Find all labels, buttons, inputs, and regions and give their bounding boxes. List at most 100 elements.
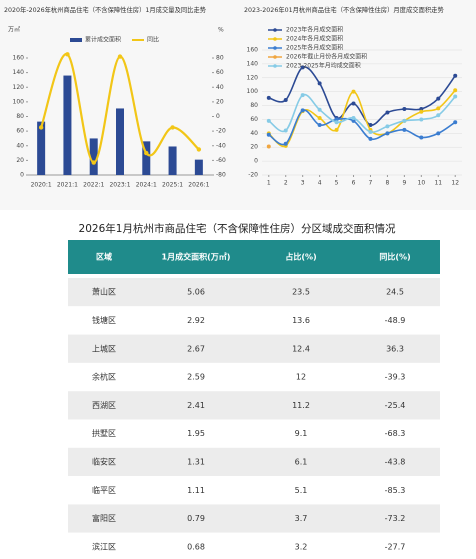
table-cell: 萧山区 — [92, 287, 116, 297]
table-cell: -48.9 — [385, 316, 406, 325]
legend-marker — [273, 64, 277, 68]
bar — [194, 159, 203, 175]
table-cell: 临安区 — [92, 456, 116, 466]
table-cell: 11.2 — [292, 401, 310, 410]
x-tick-label: 9 — [402, 180, 406, 187]
table-cell: 23.5 — [292, 288, 310, 297]
table-cell: 12 — [296, 373, 306, 382]
chart-title: 2020年-2026年杭州商品住宅（不含保障性住房）1月成交量及同比走势 — [4, 5, 207, 14]
table-row-bg — [68, 306, 440, 335]
legend-label: 2025年各月成交面积 — [286, 44, 343, 52]
legend-label: 累计成交面积 — [85, 36, 121, 44]
legend-label: 2026年截止月份各月成交面积 — [286, 53, 367, 61]
table-header: 同比(%) — [379, 252, 410, 262]
table-cell: 2.59 — [187, 373, 205, 382]
point — [144, 150, 149, 156]
y-tick-label: 80 — [250, 102, 258, 109]
bar — [142, 141, 151, 175]
y-tick-label: 20 — [250, 144, 258, 151]
table-row-bg — [68, 362, 440, 392]
point — [170, 125, 175, 130]
table-cell: 临平区 — [92, 485, 116, 495]
table-cell: -43.8 — [385, 457, 406, 466]
point — [266, 144, 271, 149]
table-cell: 5.06 — [187, 288, 205, 297]
y-tick-label: 80 — [16, 113, 24, 120]
table-cell: 13.6 — [292, 316, 310, 325]
table-title: 2026年1月杭州市商品住宅（不含保障性住房）分区域成交面积情况 — [79, 222, 396, 235]
x-tick-label: 11 — [434, 180, 442, 187]
x-tick-label: 10 — [418, 180, 426, 187]
y-tick-label: 160 — [13, 55, 25, 62]
table-cell: 1.31 — [187, 457, 205, 466]
x-tick-label: 2021:1 — [57, 182, 78, 189]
y-tick-label: 140 — [13, 69, 25, 76]
table-cell: 2.41 — [187, 401, 205, 410]
y2-tick-label: -40 — [216, 142, 226, 149]
table-cell: -27.7 — [385, 542, 406, 551]
legend-label: 2023-2025年月均成交面积 — [286, 62, 361, 70]
table-cell: 9.1 — [295, 429, 308, 438]
y-tick-label: 160 — [247, 47, 259, 54]
x-tick-label: 2026:1 — [188, 182, 209, 189]
table-cell: -25.4 — [385, 401, 406, 410]
table-cell: 上城区 — [92, 344, 116, 353]
table-row-bg — [68, 419, 440, 448]
y2-tick-label: -60 — [216, 157, 226, 164]
table-row-bg — [68, 391, 440, 420]
table-cell: -73.2 — [385, 514, 406, 523]
table-cell: 滨江区 — [92, 541, 116, 551]
table-cell: -85.3 — [385, 486, 406, 495]
legend-marker — [273, 46, 277, 50]
y2-tick-label: -80 — [216, 172, 226, 179]
y2-tick-label: 40 — [216, 84, 224, 91]
y2-tick-label: 60 — [216, 69, 224, 76]
table-cell: 12.4 — [292, 344, 310, 353]
y-tick-label: 0 — [254, 158, 258, 165]
y-tick-label: 40 — [250, 130, 258, 137]
x-tick-label: 12 — [451, 180, 459, 187]
x-tick-label: 4 — [318, 180, 322, 187]
table-row-bg — [68, 532, 440, 559]
x-tick-label: 8 — [386, 180, 390, 187]
table-cell: 6.1 — [295, 457, 308, 466]
point — [117, 54, 123, 59]
x-tick-label: 5 — [335, 180, 339, 187]
x-tick-label: 2024:1 — [136, 182, 157, 189]
x-tick-label: 6 — [352, 180, 356, 187]
table-cell: 钱塘区 — [92, 315, 116, 325]
table-cell: 2.92 — [187, 316, 205, 325]
table-row-bg — [68, 278, 440, 307]
table-cell: 3.7 — [295, 514, 308, 523]
x-tick-label: 2023:1 — [109, 182, 130, 189]
y-tick-label: -20 — [248, 172, 258, 179]
x-tick-label: 3 — [301, 180, 305, 187]
legend-marker — [273, 55, 277, 59]
y2-unit: % — [218, 27, 224, 34]
table-row-bg — [68, 334, 440, 363]
chart-title: 2023-2026年01月杭州商品住宅（不含保障性住房）月度成交面积走势 — [244, 5, 444, 14]
bar — [168, 146, 177, 175]
y-tick-label: 60 — [16, 128, 24, 135]
x-tick-label: 2022:1 — [83, 182, 104, 189]
table-cell: 西湖区 — [92, 401, 116, 410]
point — [196, 147, 202, 152]
table-cell: 1.11 — [187, 486, 205, 495]
table-header: 区域 — [96, 252, 112, 262]
legend-marker — [273, 37, 277, 41]
table-cell: 36.3 — [386, 344, 404, 353]
legend-marker — [273, 28, 277, 32]
y2-tick-label: 0 — [216, 113, 220, 120]
y2-tick-label: 80 — [216, 55, 224, 62]
table-cell: 5.1 — [295, 486, 308, 495]
bar — [63, 75, 72, 175]
line — [268, 109, 456, 146]
x-tick-label: 2 — [284, 180, 288, 187]
line — [268, 93, 456, 133]
legend-label: 同比 — [147, 36, 159, 44]
bar — [37, 121, 46, 175]
legend-label: 2023年各月成交面积 — [286, 26, 343, 34]
y-tick-label: 140 — [247, 60, 259, 67]
x-tick-label: 2020:1 — [31, 182, 52, 189]
